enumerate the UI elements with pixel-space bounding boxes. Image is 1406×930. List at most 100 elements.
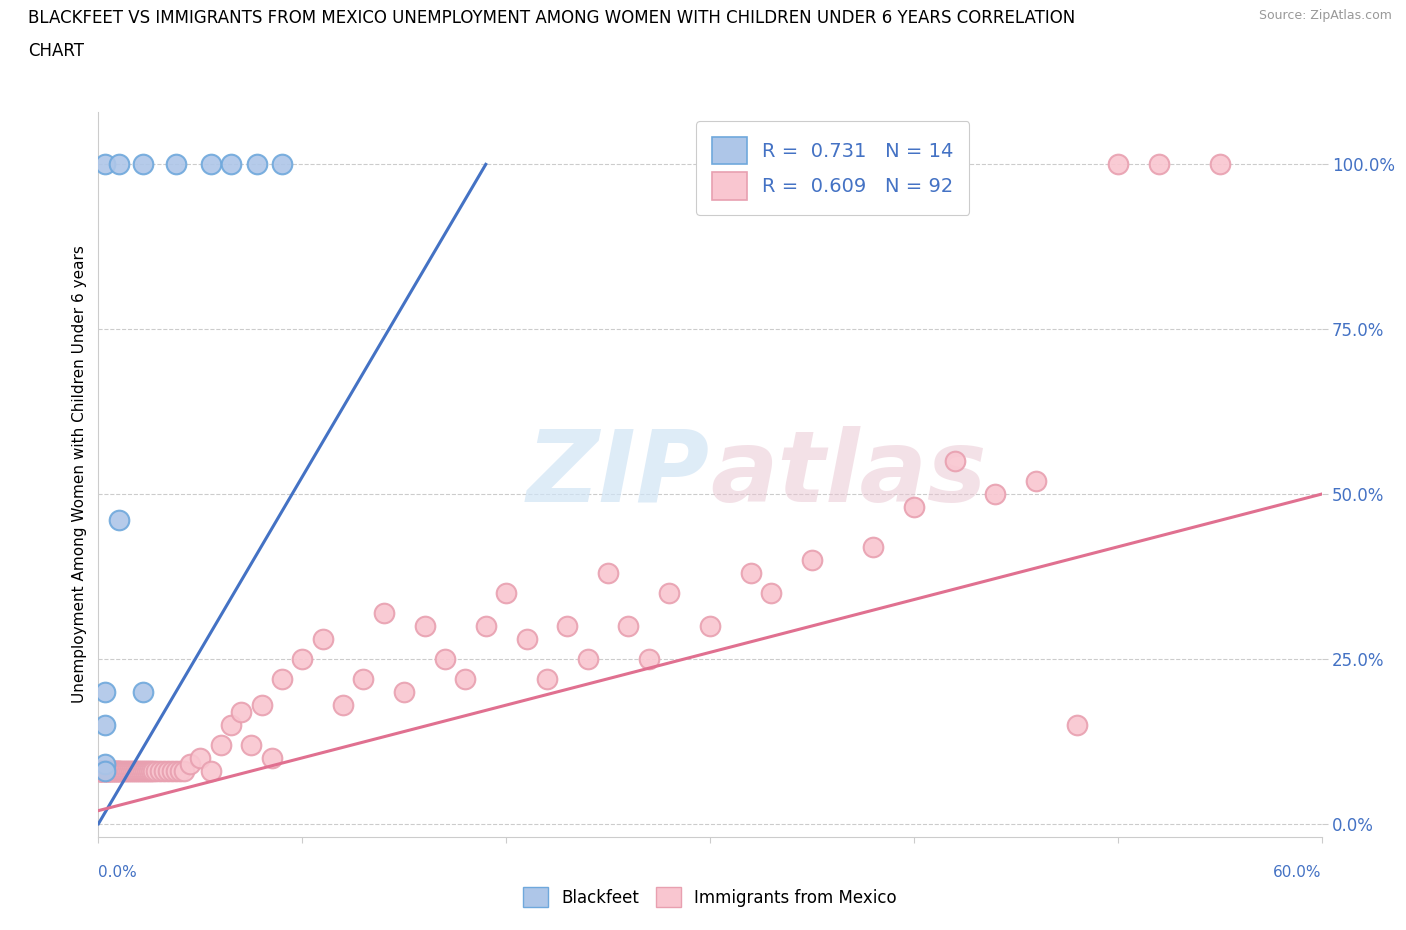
Point bbox=[152, 764, 174, 778]
Point bbox=[132, 157, 155, 172]
Point bbox=[110, 764, 132, 778]
Point bbox=[231, 704, 253, 719]
Point bbox=[200, 157, 222, 172]
Point bbox=[740, 565, 762, 580]
Point bbox=[91, 764, 114, 778]
Point bbox=[114, 764, 136, 778]
Y-axis label: Unemployment Among Women with Children Under 6 years: Unemployment Among Women with Children U… bbox=[72, 246, 87, 703]
Point bbox=[373, 605, 395, 620]
Point bbox=[495, 586, 517, 601]
Point bbox=[576, 652, 599, 667]
Text: atlas: atlas bbox=[710, 426, 987, 523]
Point bbox=[108, 513, 131, 528]
Point bbox=[903, 499, 925, 514]
Point bbox=[96, 764, 118, 778]
Point bbox=[136, 764, 159, 778]
Point bbox=[122, 764, 145, 778]
Point bbox=[637, 652, 661, 667]
Point bbox=[149, 764, 172, 778]
Point bbox=[132, 684, 155, 699]
Point bbox=[129, 764, 152, 778]
Point bbox=[312, 631, 335, 646]
Point bbox=[93, 757, 115, 772]
Text: BLACKFEET VS IMMIGRANTS FROM MEXICO UNEMPLOYMENT AMONG WOMEN WITH CHILDREN UNDER: BLACKFEET VS IMMIGRANTS FROM MEXICO UNEM… bbox=[28, 9, 1076, 27]
Point bbox=[108, 764, 131, 778]
Point bbox=[93, 764, 115, 778]
Point bbox=[156, 764, 179, 778]
Point bbox=[270, 671, 294, 686]
Point bbox=[617, 618, 640, 633]
Point bbox=[105, 764, 128, 778]
Point bbox=[115, 764, 138, 778]
Point bbox=[1066, 717, 1088, 732]
Point bbox=[93, 717, 115, 732]
Legend: Blackfeet, Immigrants from Mexico: Blackfeet, Immigrants from Mexico bbox=[515, 879, 905, 916]
Point bbox=[169, 764, 191, 778]
Point bbox=[219, 717, 242, 732]
Point bbox=[200, 764, 222, 778]
Point bbox=[801, 552, 824, 567]
Point bbox=[260, 751, 283, 765]
Point bbox=[105, 764, 128, 778]
Text: CHART: CHART bbox=[28, 42, 84, 60]
Point bbox=[134, 764, 156, 778]
Point bbox=[128, 764, 150, 778]
Point bbox=[120, 764, 142, 778]
Point bbox=[165, 157, 187, 172]
Point bbox=[97, 764, 120, 778]
Point bbox=[555, 618, 579, 633]
Point bbox=[145, 764, 167, 778]
Point bbox=[332, 698, 354, 712]
Point bbox=[141, 764, 163, 778]
Point bbox=[142, 764, 165, 778]
Point bbox=[101, 764, 124, 778]
Point bbox=[89, 764, 111, 778]
Point bbox=[104, 764, 127, 778]
Point bbox=[118, 764, 141, 778]
Point bbox=[93, 764, 115, 778]
Point bbox=[89, 764, 111, 778]
Point bbox=[97, 764, 120, 778]
Point bbox=[240, 737, 263, 752]
Point bbox=[104, 764, 127, 778]
Point bbox=[160, 764, 183, 778]
Point bbox=[89, 764, 111, 778]
Point bbox=[434, 652, 457, 667]
Point bbox=[93, 157, 115, 172]
Text: 60.0%: 60.0% bbox=[1274, 865, 1322, 880]
Text: Source: ZipAtlas.com: Source: ZipAtlas.com bbox=[1258, 9, 1392, 22]
Point bbox=[984, 486, 1007, 501]
Point bbox=[598, 565, 620, 580]
Point bbox=[138, 764, 160, 778]
Point bbox=[93, 684, 115, 699]
Point bbox=[250, 698, 273, 712]
Point bbox=[1147, 157, 1170, 172]
Point bbox=[100, 764, 122, 778]
Point bbox=[101, 764, 124, 778]
Point bbox=[188, 751, 212, 765]
Point bbox=[91, 764, 114, 778]
Point bbox=[291, 652, 314, 667]
Point bbox=[173, 764, 195, 778]
Point bbox=[179, 757, 201, 772]
Point bbox=[108, 764, 131, 778]
Point bbox=[454, 671, 477, 686]
Point bbox=[132, 764, 155, 778]
Point bbox=[89, 764, 111, 778]
Point bbox=[352, 671, 374, 686]
Point bbox=[699, 618, 721, 633]
Point bbox=[100, 764, 122, 778]
Point bbox=[516, 631, 538, 646]
Point bbox=[862, 539, 884, 554]
Point bbox=[219, 157, 242, 172]
Point bbox=[91, 764, 114, 778]
Point bbox=[97, 764, 120, 778]
Point bbox=[209, 737, 232, 752]
Point bbox=[1025, 473, 1047, 488]
Text: 0.0%: 0.0% bbox=[98, 865, 138, 880]
Point bbox=[536, 671, 558, 686]
Point bbox=[392, 684, 416, 699]
Point bbox=[111, 764, 134, 778]
Point bbox=[246, 157, 269, 172]
Text: ZIP: ZIP bbox=[527, 426, 710, 523]
